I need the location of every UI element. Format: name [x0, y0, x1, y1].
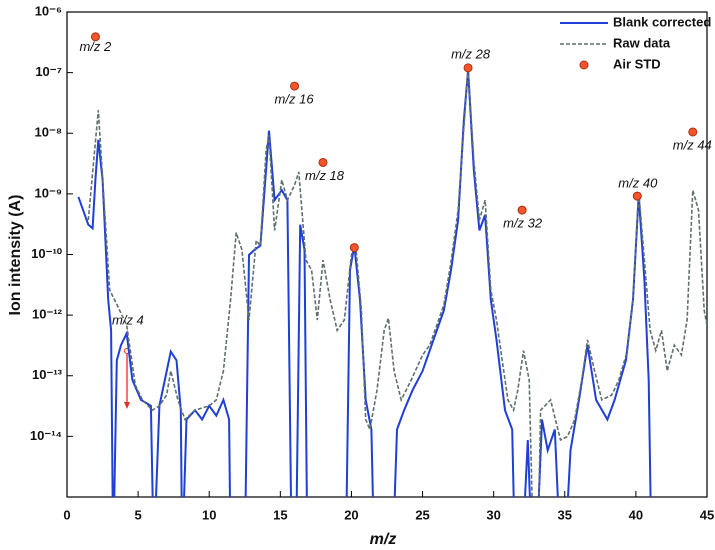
air-std-point	[688, 127, 698, 137]
point-label: m/z 40	[618, 176, 658, 191]
legend-label: Air STD	[613, 56, 661, 71]
y-tick-label: 10⁻⁷	[35, 64, 62, 79]
air-std-point	[517, 205, 527, 215]
x-axis-label: m/z	[370, 531, 397, 548]
y-tick-label: 10⁻¹⁴	[30, 428, 62, 443]
arrow-head	[124, 402, 130, 409]
air-std-point	[463, 63, 473, 73]
point-label: m/z 16	[275, 92, 315, 107]
air-std-point	[349, 243, 359, 253]
point-label: m/z 28	[451, 46, 491, 61]
x-tick-label: 30	[486, 507, 500, 522]
x-tick-label: 45	[700, 507, 714, 522]
x-tick-label: 10	[202, 507, 216, 522]
plot-frame	[66, 11, 708, 498]
series-line	[87, 67, 707, 497]
point-label: m/z 2	[79, 39, 112, 54]
x-tick-label: 0	[63, 507, 70, 522]
air-std-point	[90, 32, 100, 42]
y-tick-label: 10⁻¹²	[32, 307, 63, 322]
legend-marker	[579, 60, 589, 70]
x-tick-label: 15	[273, 507, 287, 522]
series-line	[77, 70, 652, 497]
legend-label: Blank corrected	[613, 14, 711, 29]
x-tick-label: 40	[629, 507, 643, 522]
y-tick-label: 10⁻⁶	[35, 3, 62, 18]
plot-area	[77, 67, 707, 497]
y-axis-label: Ion intensity (A)	[7, 195, 24, 316]
x-tick-label: 5	[134, 507, 141, 522]
x-tick-label: 20	[344, 507, 358, 522]
y-tick-label: 10⁻¹³	[32, 367, 63, 382]
point-label: m/z 44	[673, 137, 712, 152]
point-label: m/z 18	[305, 168, 345, 183]
air-std-point	[632, 191, 642, 201]
x-tick-label: 35	[558, 507, 572, 522]
point-label: m/z 32	[503, 216, 543, 231]
x-tick-label: 25	[415, 507, 429, 522]
legend-label: Raw data	[613, 35, 671, 50]
annotation: m/z 4	[112, 312, 144, 327]
air-std-point	[290, 81, 300, 91]
y-tick-label: 10⁻⁹	[35, 185, 63, 200]
y-tick-label: 10⁻⁸	[35, 125, 62, 140]
air-std-point	[318, 157, 328, 167]
y-tick-label: 10⁻¹⁰	[31, 246, 63, 261]
